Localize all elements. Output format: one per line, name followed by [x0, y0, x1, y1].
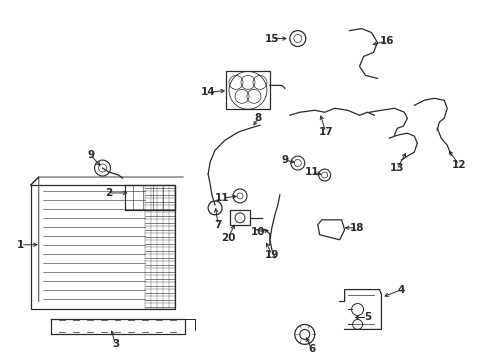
- Text: 3: 3: [112, 339, 119, 349]
- Text: 17: 17: [318, 127, 332, 137]
- Text: 8: 8: [254, 113, 261, 123]
- Text: 16: 16: [379, 36, 394, 46]
- Bar: [229, 210, 249, 225]
- Text: 1: 1: [17, 240, 24, 250]
- Text: 11: 11: [304, 167, 318, 177]
- Text: 6: 6: [307, 345, 315, 354]
- Text: 10: 10: [250, 227, 264, 237]
- Text: 5: 5: [363, 312, 370, 323]
- Bar: [225, 71, 269, 109]
- Text: 19: 19: [264, 250, 279, 260]
- Text: 18: 18: [349, 223, 364, 233]
- Text: 12: 12: [451, 160, 466, 170]
- Text: 20: 20: [221, 233, 235, 243]
- Text: 15: 15: [264, 33, 279, 44]
- Text: 13: 13: [389, 163, 404, 173]
- Text: 9: 9: [87, 150, 94, 160]
- Text: 11: 11: [214, 193, 229, 203]
- Text: 9: 9: [281, 155, 288, 165]
- Text: 4: 4: [397, 284, 404, 294]
- Text: 2: 2: [105, 188, 112, 198]
- Text: 14: 14: [201, 87, 215, 97]
- Text: 7: 7: [214, 220, 222, 230]
